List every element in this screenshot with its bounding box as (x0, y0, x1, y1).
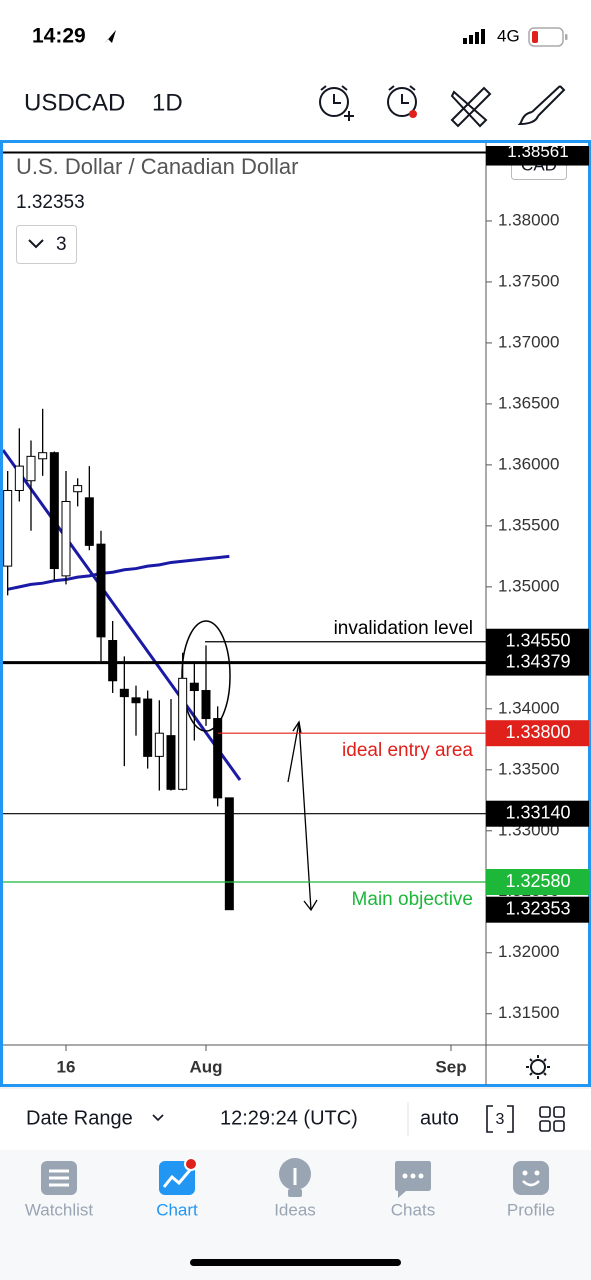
settings-button[interactable] (526, 1055, 550, 1079)
level-label: 1.34550 (505, 630, 570, 650)
tab-label[interactable]: Profile (507, 1200, 555, 1219)
ellipse-drawing (181, 620, 231, 732)
tabs: Watchlist Chart Ideas Chats Profile (25, 1157, 555, 1219)
y-tick-label: 1.38000 (498, 210, 559, 229)
chevron (152, 1114, 164, 1122)
candle-body (224, 797, 234, 911)
y-tick-label: 1.32000 (498, 942, 559, 961)
y-tick-label: 1.35500 (498, 515, 559, 534)
candle-body (131, 697, 141, 704)
add-alert-button[interactable] (319, 85, 354, 121)
indicators-toggle[interactable]: 3 (16, 225, 77, 264)
location-icon (104, 30, 116, 44)
candle-body (108, 640, 118, 682)
chart-title: U.S. Dollar / Canadian Dollar (16, 154, 298, 179)
y-tick-label: 1.35000 (498, 576, 559, 595)
price-axis: 1.38000 1.37500 1.37000 1.36500 1.36000 1.355… (486, 210, 589, 1022)
tab-label[interactable]: Chats (391, 1200, 435, 1219)
plot-area (3, 151, 486, 912)
status-time: 14:29 (32, 25, 86, 48)
candle-body (26, 455, 36, 482)
tab-label[interactable]: Ideas (274, 1200, 316, 1219)
candle-body (38, 452, 48, 460)
top-price-label: 1.38561 (486, 142, 589, 166)
candle-body (178, 677, 188, 790)
layout-count-button[interactable]: 3 (486, 1105, 514, 1133)
last-price-box (486, 896, 589, 923)
arrow-drawing (298, 721, 318, 912)
tab-label[interactable]: Watchlist (25, 1200, 94, 1219)
candle-body (166, 735, 176, 790)
level-label-box (486, 800, 589, 827)
date-range-button[interactable]: Date Range (26, 1107, 133, 1129)
y-tick-label: 1.36500 (498, 393, 559, 412)
candle-body (143, 698, 153, 757)
y-tick-label: 1.33500 (498, 759, 559, 778)
home-indicator (190, 1259, 401, 1266)
level-note: Main objective (352, 889, 473, 910)
candle-body (96, 543, 106, 638)
layout-grid-button[interactable] (539, 1106, 565, 1132)
y-tick-label: 1.37000 (498, 332, 559, 351)
level-label-box (486, 869, 589, 896)
indicators-count: 3 (56, 234, 67, 255)
trend-line-drawing (3, 449, 242, 781)
candle-body (154, 732, 164, 757)
last-price-legend: 1.32353 (16, 192, 85, 213)
chevron (28, 239, 44, 249)
candle-body (213, 718, 223, 799)
price-label-box (486, 146, 589, 166)
battery-icon (528, 27, 568, 47)
level-note: invalidation level (334, 618, 473, 639)
signal-icon (463, 29, 485, 44)
level-note: ideal entry area (342, 740, 473, 761)
candle-body (14, 465, 24, 492)
ideas-icon (279, 1158, 311, 1197)
alerts-button[interactable] (387, 85, 417, 118)
tab-label[interactable]: Chart (156, 1200, 198, 1219)
chart-icon (159, 1157, 198, 1195)
level-label: 1.34379 (505, 651, 570, 671)
candle-body (84, 497, 94, 546)
scale-mode[interactable]: auto (420, 1107, 459, 1129)
layout-count: 3 (496, 1111, 505, 1128)
candle-body (189, 682, 199, 692)
profile-icon (513, 1161, 549, 1195)
x-tick-label: Aug (189, 1057, 222, 1076)
y-tick-label: 1.34000 (498, 698, 559, 717)
moving-average (7, 554, 230, 591)
candle-body (201, 690, 211, 720)
level-label: 1.33800 (505, 722, 570, 742)
candle-body (49, 452, 59, 570)
x-tick-label: 16 (57, 1057, 76, 1076)
level-label-box (486, 649, 589, 676)
indicators-box (16, 225, 77, 264)
symbol[interactable]: USDCAD (24, 89, 125, 116)
bracket (486, 1105, 514, 1133)
level-label-box (486, 720, 589, 747)
candle-body (3, 490, 13, 567)
y-tick-label: 1.31500 (498, 1003, 559, 1022)
candle-body (119, 688, 129, 698)
server-time: 12:29:24 (UTC) (220, 1107, 358, 1129)
candle-body (73, 485, 83, 493)
y-tick-label: 1.37500 (498, 271, 559, 290)
candle-body (61, 500, 71, 577)
price-label-text: 1.38561 (507, 142, 568, 161)
brush-button[interactable] (517, 85, 566, 126)
last-price-label: 1.32353 (505, 898, 570, 918)
interval[interactable]: 1D (152, 89, 183, 116)
chats-icon (395, 1161, 431, 1198)
watchlist-icon (41, 1161, 77, 1195)
level-label: 1.32580 (505, 871, 570, 891)
y-tick-label: 1.36000 (498, 454, 559, 473)
level-label: 1.33140 (505, 802, 570, 822)
x-tick-label: Sep (435, 1057, 466, 1076)
network-type: 4G (497, 26, 520, 45)
tools-button[interactable] (450, 86, 492, 128)
